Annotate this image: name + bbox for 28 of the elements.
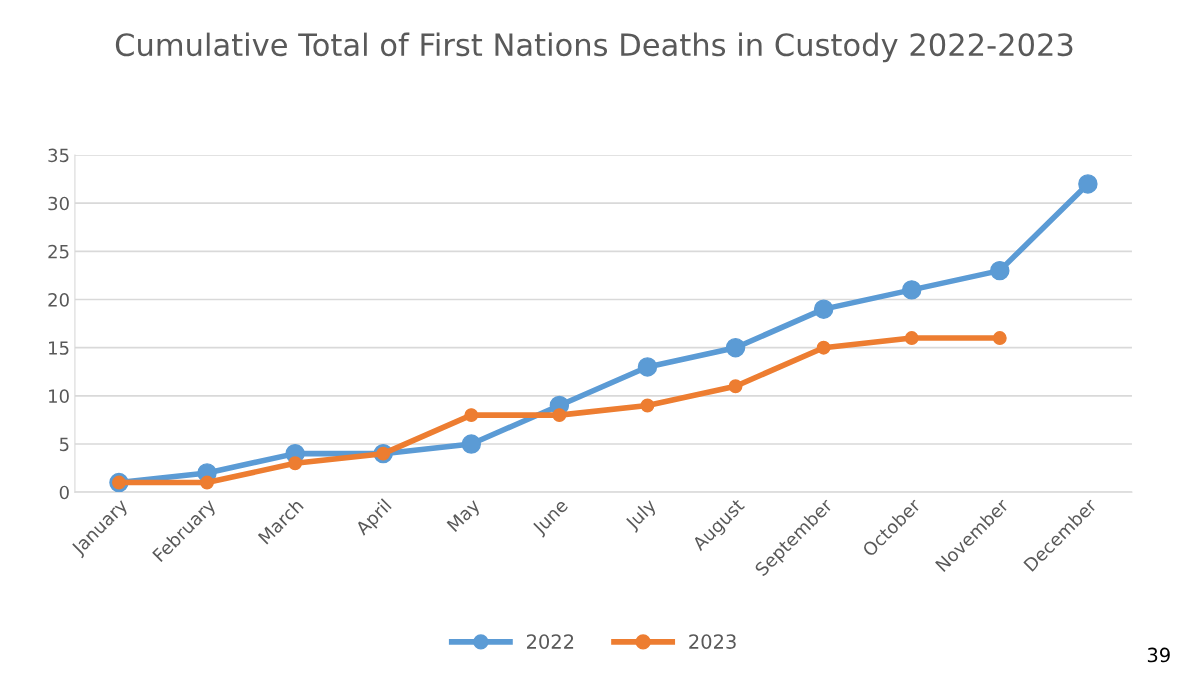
point	[464, 408, 479, 423]
point	[640, 398, 655, 413]
point	[552, 408, 567, 423]
point	[461, 434, 482, 454]
legend-label: 2023	[689, 634, 736, 649]
y-tick-label: 10	[49, 389, 69, 403]
point	[725, 337, 746, 358]
y-tick-label: 5	[59, 437, 69, 452]
y-tick-label: 35	[48, 148, 69, 163]
point	[637, 357, 658, 377]
point	[1078, 174, 1098, 194]
y-tick-label: 25	[48, 244, 69, 259]
point	[200, 475, 214, 490]
point	[904, 331, 919, 346]
point	[288, 456, 303, 471]
point	[990, 260, 1010, 281]
text: 39	[1147, 647, 1170, 663]
point	[728, 379, 743, 394]
point	[816, 340, 831, 355]
y-tick-label: 20	[48, 292, 69, 307]
chart-title: Cumulative Total of First Nations Deaths in Custody 2022-2023	[115, 32, 1073, 63]
y-tick-label: 15	[49, 341, 69, 355]
legend-label: 2022	[526, 634, 574, 649]
point	[992, 331, 1007, 346]
point	[901, 280, 922, 300]
point	[813, 299, 834, 319]
y-tick-label: 30	[48, 196, 69, 211]
y-tick-label: 0	[59, 485, 69, 500]
